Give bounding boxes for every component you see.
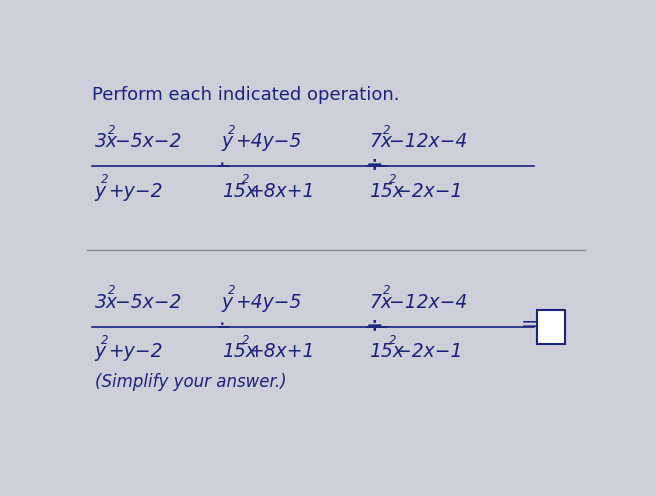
Text: 3x: 3x [94,132,117,151]
Text: y: y [94,182,106,201]
Text: 2: 2 [101,334,109,347]
Text: −5x−2: −5x−2 [115,293,181,311]
Text: 3x: 3x [94,293,117,311]
Text: 7x: 7x [369,293,392,311]
Text: 2: 2 [382,124,390,137]
Text: 15x: 15x [222,182,256,201]
Text: y: y [222,293,233,311]
Text: 2: 2 [108,284,115,297]
Text: 7x: 7x [369,132,392,151]
Text: +8x+1: +8x+1 [248,342,315,361]
Text: 2: 2 [108,124,115,137]
Text: −5x−2: −5x−2 [115,132,181,151]
FancyBboxPatch shape [537,310,565,344]
Text: 15x: 15x [369,182,404,201]
Text: −12x−4: −12x−4 [389,293,467,311]
Text: ÷: ÷ [365,315,383,335]
Text: 2: 2 [382,284,390,297]
Text: −2x−1: −2x−1 [396,342,462,361]
Text: −2x−1: −2x−1 [396,182,462,201]
Text: 2: 2 [228,124,236,137]
Text: 15x: 15x [369,342,404,361]
Text: =: = [521,315,538,335]
Text: ÷: ÷ [365,155,383,175]
Text: +8x+1: +8x+1 [248,182,315,201]
Text: Perform each indicated operation.: Perform each indicated operation. [92,86,400,104]
Text: 2: 2 [389,334,397,347]
Text: −12x−4: −12x−4 [389,132,467,151]
Text: 2: 2 [101,173,109,186]
Text: ⋅: ⋅ [218,315,225,335]
Text: (Simplify your answer.): (Simplify your answer.) [94,372,286,391]
Text: 2: 2 [241,334,249,347]
Text: +y−2: +y−2 [108,182,163,201]
Text: y: y [94,342,106,361]
Text: 2: 2 [241,173,249,186]
Text: y: y [222,132,233,151]
Text: +4y−5: +4y−5 [235,132,301,151]
Text: 15x: 15x [222,342,256,361]
Text: 2: 2 [389,173,397,186]
Text: +y−2: +y−2 [108,342,163,361]
Text: ⋅: ⋅ [218,155,225,175]
Text: 2: 2 [228,284,236,297]
Text: +4y−5: +4y−5 [235,293,301,311]
